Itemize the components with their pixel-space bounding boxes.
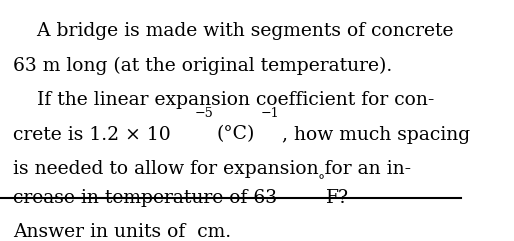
Text: crease in temperature of 63: crease in temperature of 63 xyxy=(13,189,277,207)
Text: °: ° xyxy=(317,174,324,188)
Text: If the linear expansion coefficient for con-: If the linear expansion coefficient for … xyxy=(13,91,434,109)
Text: Answer in units of  cm.: Answer in units of cm. xyxy=(13,223,231,241)
Text: , how much spacing: , how much spacing xyxy=(282,126,470,144)
Text: −1: −1 xyxy=(261,107,279,120)
Text: (°C): (°C) xyxy=(216,126,255,144)
Text: A bridge is made with segments of concrete: A bridge is made with segments of concre… xyxy=(13,22,453,40)
Text: F?: F? xyxy=(325,189,348,207)
Text: is needed to allow for expansion for an in-: is needed to allow for expansion for an … xyxy=(13,160,411,178)
Text: −5: −5 xyxy=(195,107,213,120)
Text: crete is 1.2 × 10: crete is 1.2 × 10 xyxy=(13,126,171,144)
Text: 63 m long (at the original temperature).: 63 m long (at the original temperature). xyxy=(13,56,392,75)
